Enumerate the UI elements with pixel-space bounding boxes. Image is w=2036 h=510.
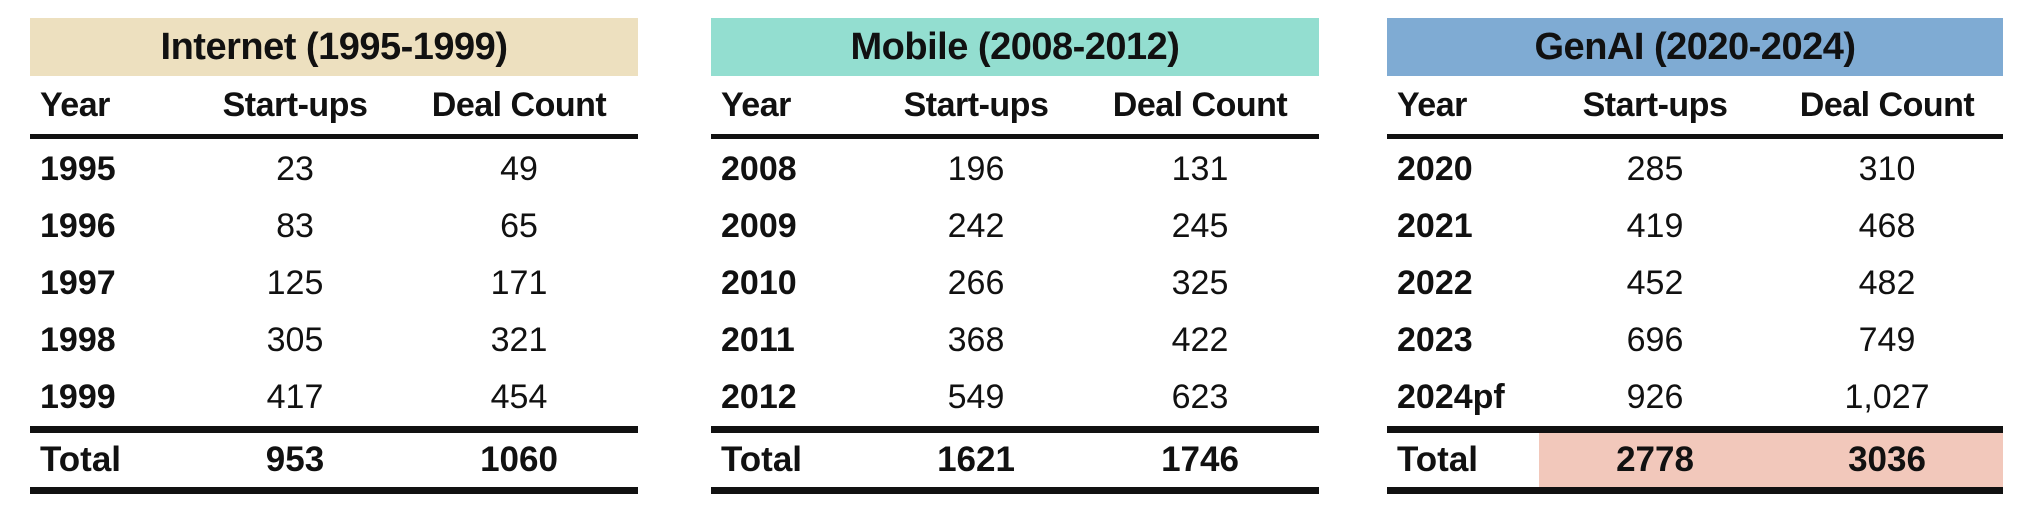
total-startups: 953	[265, 440, 325, 479]
row-year: 1996	[40, 207, 116, 245]
row-startups: 368	[947, 321, 1005, 359]
table-row: 2010 266 325	[711, 255, 1319, 312]
row-startups: 83	[276, 207, 314, 245]
total-label: Total	[1397, 440, 1479, 479]
row-startups: 285	[1626, 150, 1684, 188]
row-deals: 325	[1171, 264, 1229, 302]
table-row: 2022 452 482	[1387, 255, 2003, 312]
total-deals: 1746	[1161, 440, 1239, 479]
table-row: 1997 125 171	[30, 255, 638, 312]
table-row: 1998 305 321	[30, 312, 638, 369]
row-startups: 417	[266, 378, 324, 416]
row-deals: 49	[500, 150, 538, 188]
row-deals: 171	[490, 264, 548, 302]
row-year: 2012	[721, 378, 797, 416]
row-startups: 419	[1626, 207, 1684, 245]
total-row: Total 2778 3036	[1387, 426, 2003, 494]
total-startups: 2778	[1616, 440, 1694, 479]
table-row: 2012 549 623	[711, 369, 1319, 426]
row-year: 2022	[1397, 264, 1473, 302]
column-header-startups: Start-ups	[903, 85, 1049, 124]
total-deals: 3036	[1848, 440, 1926, 479]
row-year: 2011	[721, 321, 795, 359]
column-headers: Year Start-ups Deal Count	[711, 76, 1319, 139]
table-genai: GenAI (2020-2024) Year Start-ups Deal Co…	[1387, 18, 2003, 494]
row-year: 2009	[721, 207, 797, 245]
row-deals: 454	[490, 378, 548, 416]
column-header-deals: Deal Count	[1799, 85, 1975, 124]
row-startups: 452	[1626, 264, 1684, 302]
row-year: 1999	[40, 378, 116, 416]
column-header-deals: Deal Count	[431, 85, 607, 124]
column-header-year: Year	[40, 85, 110, 124]
total-label: Total	[40, 440, 122, 479]
row-startups: 266	[947, 264, 1005, 302]
total-deals: 1060	[480, 440, 558, 479]
table-row: 2024pf 926 1,027	[1387, 369, 2003, 426]
row-deals: 1,027	[1844, 378, 1930, 416]
row-year: 2023	[1397, 321, 1473, 359]
table-row: 2009 242 245	[711, 198, 1319, 255]
row-startups: 305	[266, 321, 324, 359]
table-title: Internet (1995-1999)	[30, 18, 638, 76]
row-year: 2024pf	[1397, 378, 1505, 416]
column-header-startups: Start-ups	[222, 85, 368, 124]
row-startups: 125	[266, 264, 324, 302]
row-deals: 623	[1171, 378, 1229, 416]
row-startups: 23	[276, 150, 314, 188]
table-internet: Internet (1995-1999) Year Start-ups Deal…	[30, 18, 638, 494]
row-startups: 242	[947, 207, 1005, 245]
table-title: Mobile (2008-2012)	[711, 18, 1319, 76]
row-deals: 468	[1858, 207, 1916, 245]
table-row: 1995 23 49	[30, 141, 638, 198]
table-row: 2023 696 749	[1387, 312, 2003, 369]
table-row: 1999 417 454	[30, 369, 638, 426]
row-startups: 696	[1626, 321, 1684, 359]
table-row: 2021 419 468	[1387, 198, 2003, 255]
row-deals: 749	[1858, 321, 1916, 359]
row-deals: 245	[1171, 207, 1229, 245]
column-header-year: Year	[1397, 85, 1467, 124]
row-year: 2020	[1397, 150, 1473, 188]
row-deals: 310	[1858, 150, 1916, 188]
row-year: 1997	[40, 264, 116, 302]
total-row: Total 1621 1746	[711, 426, 1319, 494]
row-year: 2008	[721, 150, 797, 188]
column-header-deals: Deal Count	[1112, 85, 1288, 124]
row-startups: 926	[1626, 378, 1684, 416]
table-row: 2008 196 131	[711, 141, 1319, 198]
total-row: Total 953 1060	[30, 426, 638, 494]
row-deals: 321	[490, 321, 548, 359]
row-startups: 196	[947, 150, 1005, 188]
row-deals: 422	[1171, 321, 1229, 359]
table-row: 1996 83 65	[30, 198, 638, 255]
total-label: Total	[721, 440, 803, 479]
row-year: 1998	[40, 321, 116, 359]
column-headers: Year Start-ups Deal Count	[1387, 76, 2003, 139]
row-deals: 482	[1858, 264, 1916, 302]
row-year: 2010	[721, 264, 797, 302]
column-headers: Year Start-ups Deal Count	[30, 76, 638, 139]
column-header-year: Year	[721, 85, 791, 124]
total-highlight: 2778 3036	[1539, 433, 2003, 487]
row-deals: 65	[500, 207, 538, 245]
table-row: 2020 285 310	[1387, 141, 2003, 198]
row-year: 2021	[1397, 207, 1473, 245]
table-mobile: Mobile (2008-2012) Year Start-ups Deal C…	[711, 18, 1319, 494]
total-startups: 1621	[937, 440, 1015, 479]
row-year: 1995	[40, 150, 116, 188]
column-header-startups: Start-ups	[1582, 85, 1728, 124]
table-row: 2011 368 422	[711, 312, 1319, 369]
row-deals: 131	[1171, 150, 1229, 188]
table-title: GenAI (2020-2024)	[1387, 18, 2003, 76]
row-startups: 549	[947, 378, 1005, 416]
